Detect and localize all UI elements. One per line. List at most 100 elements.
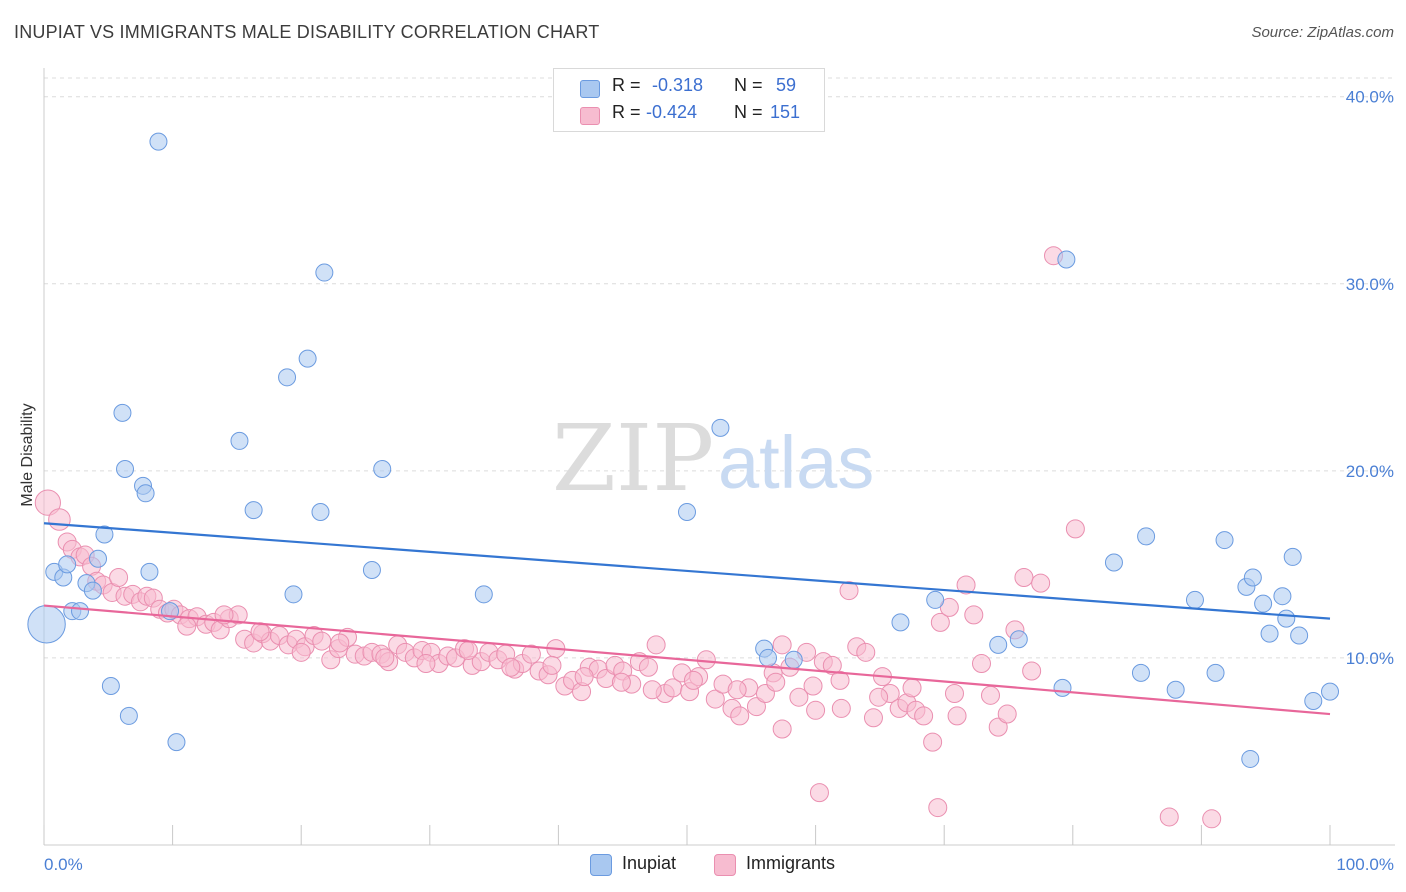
inupiat-point xyxy=(136,484,155,503)
immigrants-point xyxy=(803,676,823,696)
immigrants-point xyxy=(501,657,521,677)
immigrants-trend-line xyxy=(43,604,1331,716)
inupiat-point xyxy=(1273,587,1292,606)
immigrants-point xyxy=(574,667,594,687)
immigrants-point xyxy=(109,567,129,587)
inupiat-point xyxy=(1206,663,1225,682)
correlation-stats-box: R = -0.318 N = 59 R = -0.424 N = 151 xyxy=(553,68,825,132)
immigrants-point xyxy=(806,700,826,720)
chart-legend: Inupiat Immigrants xyxy=(0,852,1406,878)
inupiat-point xyxy=(140,562,159,581)
immigrants-point xyxy=(856,642,876,662)
immigrants-point xyxy=(923,732,943,752)
inupiat-point xyxy=(83,581,102,600)
watermark-atlas-text: atlas xyxy=(718,421,874,504)
immigrants-point xyxy=(971,654,991,674)
immigrants-n-value: 151 xyxy=(770,102,801,122)
immigrants-point xyxy=(822,655,842,675)
immigrants-point xyxy=(997,704,1017,724)
inupiat-point xyxy=(1260,624,1279,643)
immigrants-point xyxy=(830,670,850,690)
inupiat-point xyxy=(678,503,696,522)
immigrants-point xyxy=(638,657,658,677)
inupiat-point xyxy=(58,555,77,574)
inupiat-point xyxy=(101,676,120,695)
immigrants-point xyxy=(839,581,859,601)
inupiat-point xyxy=(1057,250,1076,269)
immigrants-r-value: -0.424 xyxy=(646,102,698,122)
immigrants-point xyxy=(642,680,662,700)
immigrants-point xyxy=(177,616,197,636)
immigrants-point xyxy=(809,783,829,803)
x-tick-label-min: 0.0% xyxy=(44,855,83,874)
y-tick-label: 30.0% xyxy=(1346,275,1394,294)
immigrants-point xyxy=(730,706,750,726)
inupiat-point xyxy=(1241,749,1260,768)
inupiat-point xyxy=(149,132,168,151)
immigrants-point xyxy=(939,597,959,617)
immigrants-point xyxy=(947,706,967,726)
immigrants-point xyxy=(831,698,851,718)
immigrants-point xyxy=(312,631,332,651)
immigrants-point xyxy=(1065,519,1085,539)
inupiat-n-value: 59 xyxy=(776,75,797,95)
inupiat-point xyxy=(362,561,381,580)
inupiat-point xyxy=(315,263,334,282)
y-tick-label: 10.0% xyxy=(1346,649,1394,668)
chart-title: INUPIAT VS IMMIGRANTS MALE DISABILITY CO… xyxy=(14,22,600,42)
immigrants-point xyxy=(48,508,71,531)
legend-inupiat-label: Inupiat xyxy=(622,853,677,873)
immigrants-point xyxy=(1022,661,1042,681)
x-tick-label-max: 100.0% xyxy=(1336,855,1394,874)
inupiat-point xyxy=(373,459,392,478)
inupiat-point xyxy=(119,706,138,725)
immigrants-point xyxy=(964,605,984,625)
inupiat-point xyxy=(1243,568,1262,587)
inupiat-point xyxy=(1254,594,1273,613)
immigrants-point xyxy=(683,670,703,690)
stats-r-label: R = xyxy=(612,75,641,95)
immigrants-point xyxy=(1159,807,1179,827)
immigrants-point xyxy=(542,655,562,675)
inupiat-point xyxy=(1104,553,1123,572)
stats-n-label: N = xyxy=(734,75,763,95)
stats-row-immigrants: R = -0.424 N = 151 xyxy=(554,102,824,128)
immigrants-point xyxy=(34,489,61,516)
immigrants-point xyxy=(863,708,883,728)
immigrants-point xyxy=(521,644,541,664)
source-credit: Source: ZipAtlas.com xyxy=(1251,24,1394,41)
stats-row-inupiat: R = -0.318 N = 59 xyxy=(554,75,824,101)
grid-lines xyxy=(44,77,1395,659)
inupiat-point xyxy=(1166,680,1185,699)
immigrants-point xyxy=(375,648,395,668)
immigrants-point xyxy=(980,685,1000,705)
immigrants-point xyxy=(956,575,976,595)
inupiat-point xyxy=(244,501,263,520)
y-tick-label: 40.0% xyxy=(1346,88,1394,107)
immigrants-point xyxy=(988,717,1008,737)
immigrants-point xyxy=(291,642,311,662)
inupiat-point xyxy=(891,613,910,632)
inupiat-r-value: -0.318 xyxy=(652,75,704,95)
immigrants-point xyxy=(1202,809,1222,829)
immigrants-point xyxy=(772,719,792,739)
immigrants-point xyxy=(330,633,350,653)
inupiat-point xyxy=(27,605,66,644)
inupiat-point xyxy=(1185,590,1204,609)
immigrants-point xyxy=(902,678,922,698)
inupiat-swatch xyxy=(580,80,600,98)
inupiat-point xyxy=(474,585,493,604)
inupiat-point xyxy=(278,368,297,387)
inupiat-point xyxy=(759,648,778,667)
inupiat-point xyxy=(89,549,108,568)
inupiat-point xyxy=(1277,609,1296,628)
inupiat-point xyxy=(926,590,945,609)
y-tick-label: 20.0% xyxy=(1346,462,1394,481)
immigrants-point xyxy=(250,622,270,642)
legend-immigrants-label: Immigrants xyxy=(746,853,836,873)
immigrants-point xyxy=(914,706,934,726)
legend-immigrants-swatch xyxy=(714,854,736,876)
immigrants-point xyxy=(928,798,948,818)
inupiat-point xyxy=(1215,531,1234,550)
immigrants-point xyxy=(869,687,889,707)
